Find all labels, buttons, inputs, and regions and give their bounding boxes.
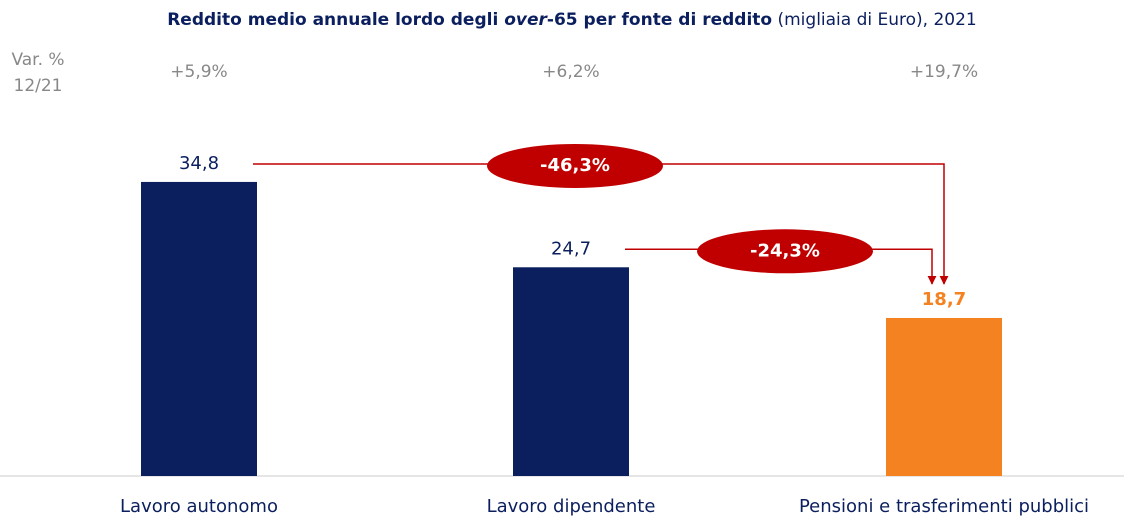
comparison-label: -24,3% (750, 240, 820, 261)
comparison-badge (697, 229, 873, 274)
value-label: 18,7 (922, 289, 966, 310)
title-part: -65 per fonte di reddito (547, 10, 772, 30)
bar (141, 181, 257, 476)
bar (886, 317, 1002, 476)
change-title: 12/21 (14, 76, 63, 96)
title-part: (migliaia di Euro), 2021 (772, 10, 977, 30)
change-title: Var. % (11, 50, 64, 70)
value-label: 24,7 (551, 238, 591, 259)
value-label: 34,8 (179, 153, 219, 174)
x-tick-label: Lavoro autonomo (120, 496, 278, 517)
change-label: +6,2% (542, 62, 599, 82)
change-label: +19,7% (910, 62, 978, 82)
x-tick-label: Lavoro dipendente (487, 496, 656, 517)
x-tick-label: Pensioni e trasferimenti pubblici (799, 496, 1089, 517)
title-part: over (504, 10, 548, 30)
bar (513, 267, 629, 476)
change-label: +5,9% (170, 62, 227, 82)
title-part: Reddito medio annuale lordo degli (167, 10, 504, 30)
chart-title: Reddito medio annuale lordo degli over-6… (167, 10, 977, 30)
comparison-label: -46,3% (540, 155, 610, 176)
comparison-arrow (253, 163, 949, 285)
comparison-badge (487, 143, 663, 188)
